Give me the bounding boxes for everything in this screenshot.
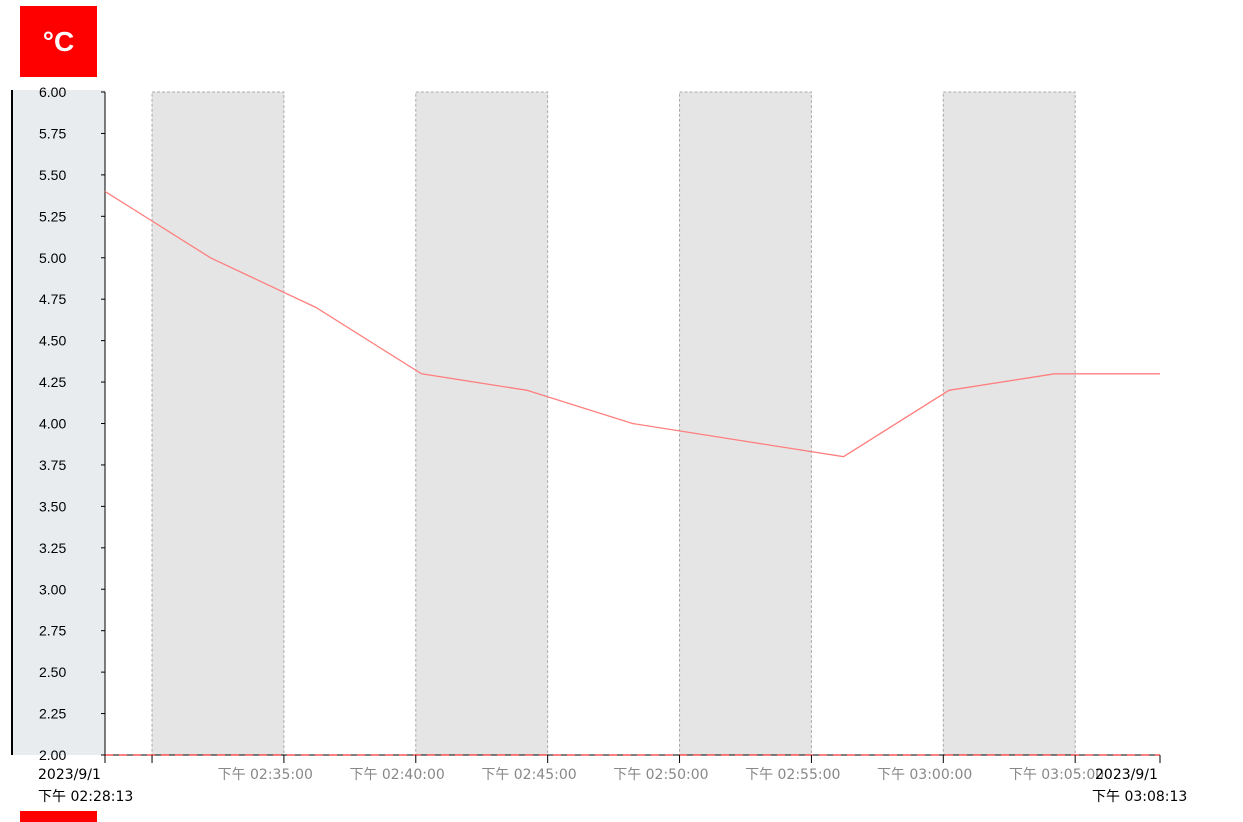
y-tick-label: 6.00 [39, 84, 66, 100]
data-point [1053, 373, 1055, 375]
data-point [104, 190, 106, 192]
data-point [842, 455, 844, 457]
x-tick-label: 下午 02:35:00 [218, 767, 313, 783]
y-axis-ticks: 6.00 5.75 5.50 5.25 5.00 4.75 4.50 4.25 4.00 3.75… [39, 84, 105, 763]
data-point [420, 373, 422, 375]
temperature-series-line [104, 190, 1160, 458]
shaded-bands [151, 91, 1076, 756]
y-tick-label: 5.50 [39, 167, 66, 183]
x-end-time-label: 下午 03:08:13 [1092, 789, 1187, 805]
data-point [315, 306, 317, 308]
data-point [631, 422, 633, 424]
shaded-band-2 [415, 91, 549, 756]
x-tick-label: 下午 02:55:00 [745, 767, 840, 783]
y-tick-label: 4.25 [39, 374, 66, 390]
data-point [1159, 373, 1161, 375]
x-tick-label: 下午 02:50:00 [613, 767, 708, 783]
x-tick-label: 下午 02:40:00 [349, 767, 444, 783]
x-tick-label: 下午 02:45:00 [481, 767, 576, 783]
data-point [209, 257, 211, 259]
x-start-date-label: 2023/9/1 [38, 767, 101, 783]
bottom-red-marker [20, 811, 97, 822]
y-tick-label: 3.25 [39, 540, 66, 556]
x-tick-label: 下午 03:05:00 [1009, 767, 1104, 783]
y-tick-label: 4.50 [39, 333, 66, 349]
data-point [737, 439, 739, 441]
data-point [526, 389, 528, 391]
unit-badge: °C [20, 6, 97, 77]
y-axis-panel [12, 90, 105, 755]
y-tick-label: 3.75 [39, 457, 66, 473]
shaded-band-1 [151, 91, 285, 756]
y-tick-label: 3.50 [39, 498, 66, 514]
x-end-date-label: 2023/9/1 [1095, 767, 1158, 783]
y-tick-label: 3.00 [39, 581, 66, 597]
y-tick-label: 5.25 [39, 208, 66, 224]
data-point [948, 389, 950, 391]
x-tick-label: 下午 03:00:00 [877, 767, 972, 783]
shaded-band-3 [679, 91, 812, 756]
y-tick-label: 4.75 [39, 291, 66, 307]
y-tick-label: 4.00 [39, 416, 66, 432]
y-tick-label: 5.75 [39, 125, 66, 141]
shaded-band-4 [942, 91, 1076, 756]
y-tick-label: 2.25 [39, 706, 66, 722]
y-tick-label: 2.50 [39, 664, 66, 680]
y-tick-label: 2.00 [39, 747, 66, 763]
y-tick-label: 5.00 [39, 250, 66, 266]
x-axis-ticks: 下午 02:35:00 下午 02:40:00 下午 02:45:00 下午 02:5… [104, 755, 1161, 783]
x-start-time-label: 下午 02:28:13 [38, 789, 133, 805]
y-tick-label: 2.75 [39, 623, 66, 639]
